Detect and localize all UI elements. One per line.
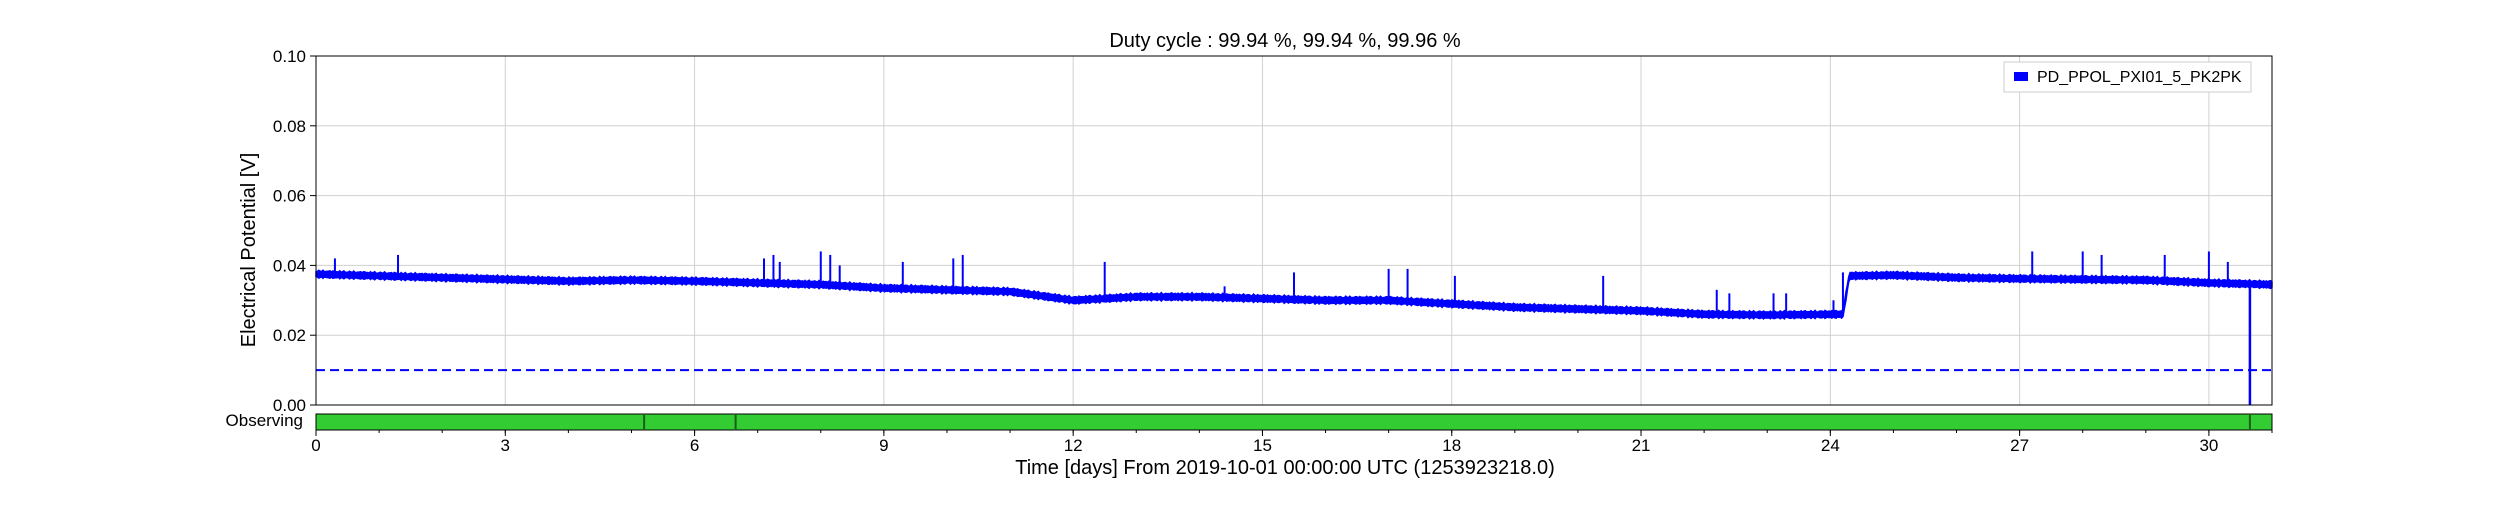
x-tick-label: 12 bbox=[1064, 436, 1083, 455]
x-tick-label: 3 bbox=[501, 436, 510, 455]
x-tick-label: 24 bbox=[1821, 436, 1840, 455]
x-tick-label: 30 bbox=[2199, 436, 2218, 455]
y-tick-label: 0.08 bbox=[273, 117, 306, 136]
legend-label: PD_PPOL_PXI01_5_PK2PK bbox=[2037, 69, 2242, 86]
x-tick-label: 18 bbox=[1442, 436, 1461, 455]
x-tick-label: 27 bbox=[2010, 436, 2029, 455]
series-layer bbox=[315, 251, 2273, 405]
x-tick-label: 0 bbox=[311, 436, 320, 455]
grid bbox=[315, 55, 2272, 406]
state-bar-label: Observing bbox=[226, 411, 303, 430]
y-tick-label: 0.00 bbox=[273, 396, 306, 415]
chart-title: Duty cycle : 99.94 %, 99.94 %, 99.96 % bbox=[1109, 30, 1461, 52]
x-tick-label: 6 bbox=[690, 436, 699, 455]
y-tick-label: 0.02 bbox=[273, 326, 306, 345]
y-tick-label: 0.10 bbox=[273, 47, 306, 66]
y-axis-label: Electrical Potential [V] bbox=[238, 153, 260, 348]
plot-frame bbox=[315, 55, 2273, 406]
axes: 0.00 0.02 0.04 0.06 0.08 0.10 bbox=[273, 47, 2273, 415]
state-bar: 0 3 6 9 12 15 18 21 24 27 30 bbox=[311, 413, 2273, 455]
state-bar-segment bbox=[315, 413, 2273, 431]
y-tick-label: 0.04 bbox=[273, 256, 306, 275]
x-tick-label: 21 bbox=[1632, 436, 1651, 455]
x-tick-label: 9 bbox=[879, 436, 888, 455]
x-axis-label: Time [days] From 2019-10-01 00:00:00 UTC… bbox=[1015, 457, 1555, 479]
legend-box bbox=[2003, 61, 2252, 93]
y-tick-label: 0.06 bbox=[273, 187, 306, 206]
x-tick-label: 15 bbox=[1253, 436, 1272, 455]
legend-swatch bbox=[2014, 72, 2028, 81]
legend: PD_PPOL_PXI01_5_PK2PK bbox=[2003, 61, 2252, 93]
